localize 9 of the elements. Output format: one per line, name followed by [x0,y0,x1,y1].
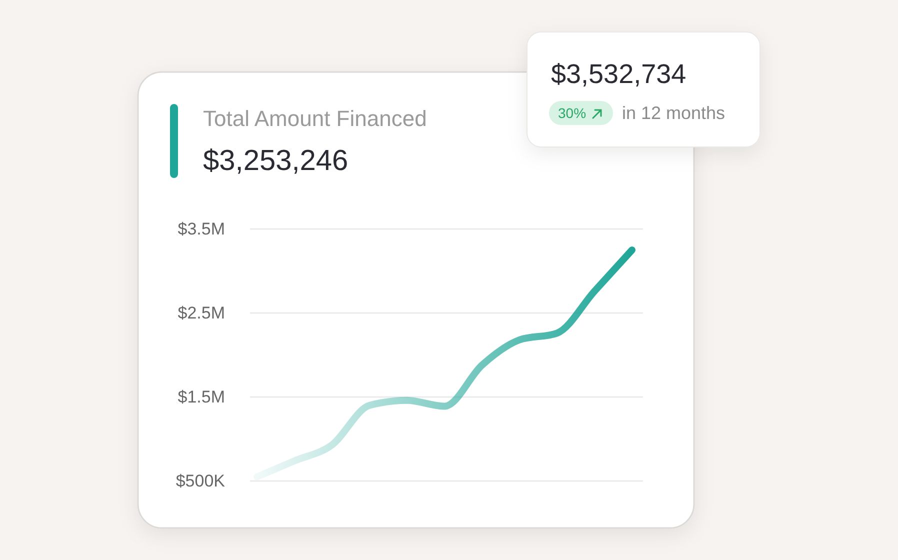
text: in 12 months [622,103,726,123]
chart-subtitle: $3,253,246 [203,145,348,177]
y-tick-label: $1.5M [178,387,225,406]
chart-title: Total Amount Financed [203,106,427,131]
text: 30% [558,105,586,121]
y-tick-label: $500K [176,471,226,490]
text: $3,532,734 [551,59,686,89]
y-tick-label: $3.5M [178,219,225,238]
y-tick-label: $2.5M [178,303,225,322]
